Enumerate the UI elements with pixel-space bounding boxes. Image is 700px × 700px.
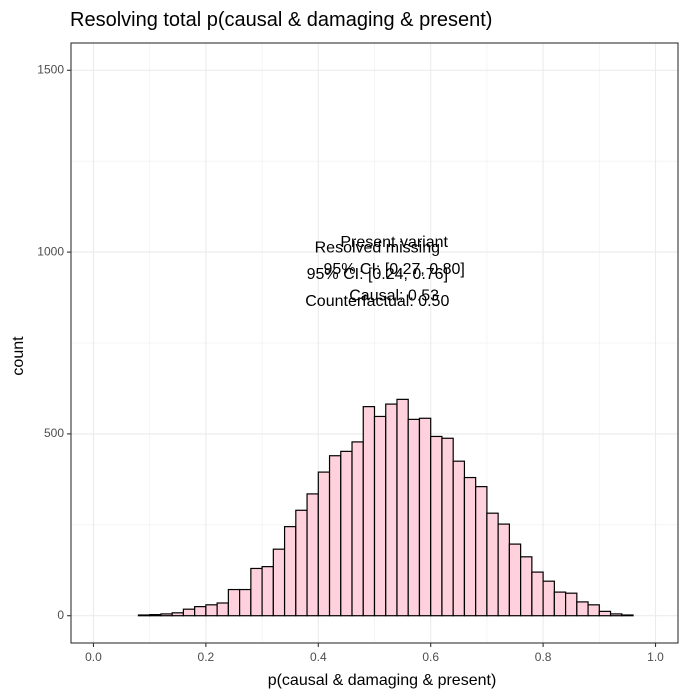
annotation-text: 95% CI: [0.27, 0.80] [323,261,464,278]
chart-title: Resolving total p(causal & damaging & pr… [70,9,492,31]
histogram-bar [362,406,376,617]
histogram-bar [441,437,454,617]
y-axis-title: count [10,336,27,376]
histogram-bar [520,556,533,617]
histogram-bar [160,613,173,617]
histogram-bar [508,543,522,617]
panel-border [70,42,679,644]
histogram-bar [587,604,600,617]
histogram-bar [385,403,398,617]
histogram-bar [396,398,409,617]
histogram-bar [261,566,274,617]
histogram-bar [216,602,229,617]
histogram-bar [553,591,567,617]
histogram-bar [272,548,286,617]
y-tick-label: 1500 [37,62,64,76]
x-tick-label: 0.8 [535,650,552,664]
histogram-bar [182,608,196,617]
y-tick-label: 0 [57,608,64,622]
histogram-bar [452,460,466,617]
histogram-bar [475,486,488,617]
y-tick-label: 500 [44,426,64,440]
histogram-bar [149,614,162,617]
annotation-text: Causal: 0.53 [349,288,439,305]
histogram-bar [295,509,308,617]
histogram-bar [542,580,555,617]
histogram-bar [598,610,612,617]
y-tick-label: 1000 [37,244,64,258]
x-tick-label: 0.4 [310,650,327,664]
annotation-text: Resolved missing [315,240,440,257]
x-axis-title: p(causal & damaging & present) [268,672,497,689]
histogram-bar [621,614,634,617]
histogram-bar [531,571,544,617]
y-axis-ticks: 0 500 1000 1500 [37,62,71,622]
histogram-bar [239,588,252,617]
x-tick-label: 0.6 [422,650,439,664]
histogram-bar [351,441,364,617]
histogram-bar [340,450,353,617]
annotation-text: Counterfactual: 0.50 [305,293,449,310]
histogram-bar [328,455,342,617]
histogram-bar [283,526,297,617]
histogram-bar [317,471,331,617]
annotation-text: Present variant [340,234,448,251]
histogram-bar [137,614,151,617]
x-tick-label: 1.0 [647,650,664,664]
histogram-bar [463,476,477,617]
x-tick-label: 0.2 [198,650,215,664]
histogram-bar [227,588,241,617]
annotation-text: 95% CI: [0.24, 0.76] [307,266,448,283]
histogram-bars [137,398,634,617]
x-tick-label: 0.0 [85,650,102,664]
histogram-bar [418,417,432,617]
histogram-bar [171,612,185,617]
histogram-bar [564,592,578,617]
histogram-bar [430,435,443,617]
histogram-bar [486,512,499,617]
histogram-bar [205,604,218,617]
histogram-bar [194,606,207,617]
histogram-bar [407,418,421,617]
histogram-bar [373,415,387,617]
histogram-bar [306,493,319,617]
histogram-bar [250,567,263,617]
histogram-bar [576,601,589,617]
histogram-bar [497,523,510,617]
histogram-bar [609,613,623,617]
x-axis-ticks: 0.0 0.2 0.4 0.6 0.8 1.0 [85,643,664,664]
annotation-group: Present variant 95% CI: [0.27, 0.80] Causa… [305,234,465,310]
